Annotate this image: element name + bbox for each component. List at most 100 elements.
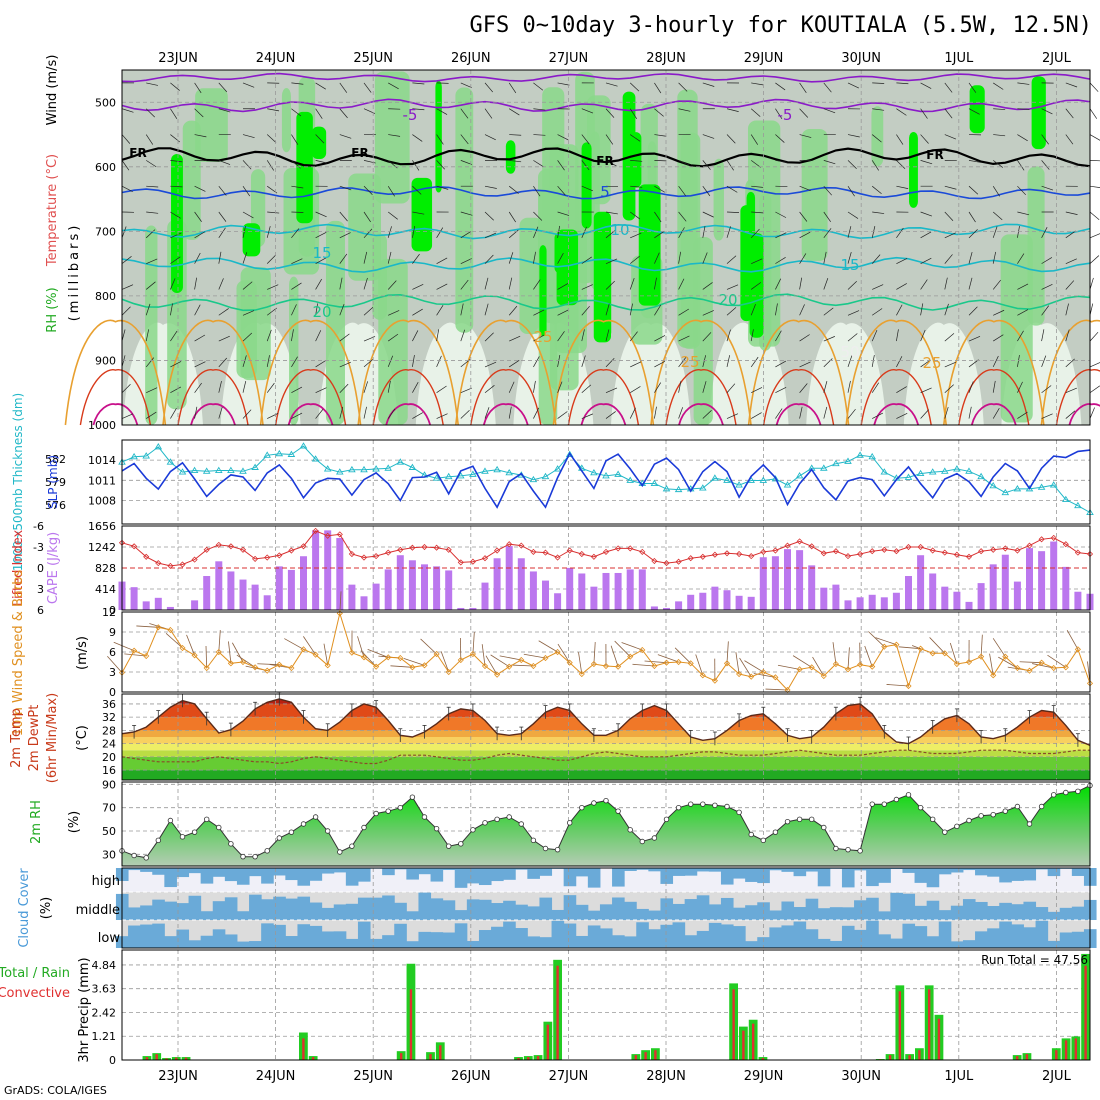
freezing-label: FR bbox=[351, 146, 368, 160]
cloud-middle-bar bbox=[357, 897, 371, 920]
isotherm-25 bbox=[259, 319, 362, 426]
wind10-barb bbox=[847, 647, 850, 670]
wind10-point bbox=[651, 662, 658, 670]
wind10-point bbox=[457, 656, 464, 664]
li-point bbox=[360, 554, 368, 561]
wind-barb bbox=[823, 108, 836, 114]
wind10-barb bbox=[777, 664, 800, 670]
thickness-point bbox=[323, 465, 332, 472]
wind-barb bbox=[750, 108, 761, 117]
wind-barb bbox=[847, 333, 858, 342]
precip-conv-bar bbox=[908, 1055, 911, 1060]
rh-dry-region bbox=[903, 322, 984, 425]
cloud-middle-bar bbox=[648, 910, 661, 920]
precip-conv-bar bbox=[1015, 1056, 1019, 1060]
wind-barb bbox=[630, 361, 642, 368]
rh2m-point bbox=[385, 808, 391, 814]
wind-barb bbox=[412, 253, 420, 264]
wind-barb bbox=[750, 329, 754, 342]
wind10-point bbox=[1074, 646, 1081, 653]
thickness-point bbox=[311, 455, 320, 462]
cape-bar bbox=[384, 569, 392, 610]
cape-tick-label: 1242 bbox=[88, 541, 116, 554]
thickness-point bbox=[408, 463, 417, 470]
wind-barb bbox=[968, 211, 976, 223]
precip-tick-label: 4.84 bbox=[92, 959, 117, 972]
rh2m-point bbox=[361, 824, 367, 831]
wind-barb bbox=[315, 160, 328, 164]
wind-barb bbox=[968, 306, 978, 316]
wind10-barb bbox=[1047, 654, 1067, 668]
cloud-low-bar bbox=[539, 937, 553, 948]
rh2m-point bbox=[349, 843, 355, 849]
cloud-middle-bar bbox=[309, 902, 323, 920]
cloud-low-bar bbox=[249, 941, 262, 948]
li-point bbox=[276, 552, 283, 559]
isotherm-30 bbox=[372, 368, 444, 426]
wind-barb bbox=[968, 108, 980, 115]
wind-barb bbox=[629, 407, 636, 419]
thickness-point bbox=[565, 450, 574, 457]
cape-bar bbox=[336, 537, 344, 610]
cloud-middle-bar bbox=[164, 901, 177, 920]
wind10-point bbox=[264, 667, 271, 674]
wind10-point bbox=[288, 664, 295, 672]
temp2m-unit: (°C) bbox=[75, 725, 90, 751]
wind10-point bbox=[203, 664, 210, 672]
thickness-point bbox=[251, 463, 259, 470]
wind-barb bbox=[484, 185, 497, 189]
temp2m-line bbox=[121, 698, 1091, 746]
wind10m-panel: 12 9 6 3 0 bbox=[102, 591, 1094, 699]
li-point bbox=[1074, 549, 1081, 556]
wind10-barb bbox=[136, 625, 159, 628]
wind10-barb bbox=[832, 642, 837, 665]
wind-barb bbox=[702, 82, 715, 87]
cape-bar bbox=[493, 558, 501, 610]
wind-barb bbox=[170, 108, 178, 120]
wind10-tick-label: 3 bbox=[109, 666, 116, 679]
upper-tick-label: 900 bbox=[95, 354, 116, 367]
isotherm-30 bbox=[79, 368, 152, 426]
wind-barb bbox=[1065, 303, 1069, 316]
thickness-point bbox=[723, 476, 731, 483]
rh2m-point bbox=[651, 835, 658, 841]
thickness-point bbox=[928, 468, 937, 475]
wind-barb bbox=[920, 108, 928, 119]
cloud-middle-bar bbox=[938, 910, 952, 920]
rh-moist-band bbox=[195, 88, 228, 162]
wind10-point bbox=[578, 670, 585, 678]
wind10-barb bbox=[875, 637, 897, 646]
cloud-high-bar bbox=[769, 868, 782, 871]
thickness-label: 1000~500mb Thickness (dm) bbox=[11, 393, 25, 571]
wind10-barb bbox=[886, 684, 909, 687]
cloud-low-bar bbox=[1059, 932, 1073, 948]
cloud-low-bar bbox=[902, 923, 916, 948]
wind-barb bbox=[872, 412, 884, 419]
thickness-point bbox=[941, 467, 949, 474]
cloud-high-bar bbox=[962, 868, 976, 871]
li-point bbox=[421, 543, 428, 551]
cape-bar bbox=[771, 556, 779, 610]
wind-barb bbox=[654, 211, 662, 223]
wind-barb bbox=[533, 334, 545, 342]
cloud-middle-bar bbox=[176, 903, 190, 920]
wind10-point bbox=[602, 662, 610, 670]
wind10-barb bbox=[989, 653, 994, 676]
wind-barb bbox=[823, 160, 836, 165]
wind-barb bbox=[339, 333, 350, 342]
thickness-point bbox=[771, 475, 780, 482]
wind-barb bbox=[847, 160, 857, 169]
wind10-point bbox=[1050, 664, 1057, 672]
wind-barb bbox=[146, 185, 159, 188]
wind-barb bbox=[121, 185, 133, 192]
isotherm-30 bbox=[860, 368, 932, 426]
cloud-middle-bar bbox=[442, 900, 456, 920]
temp2m-tick-label: 32 bbox=[102, 711, 116, 724]
isotherm-line bbox=[121, 256, 1091, 273]
cloud-middle-bar bbox=[890, 892, 903, 920]
wind10-point bbox=[590, 660, 597, 668]
rh2m-point bbox=[542, 845, 549, 852]
wind10-barb bbox=[812, 656, 825, 677]
rh-moist-band bbox=[289, 276, 299, 425]
rh2m-point bbox=[845, 846, 851, 853]
